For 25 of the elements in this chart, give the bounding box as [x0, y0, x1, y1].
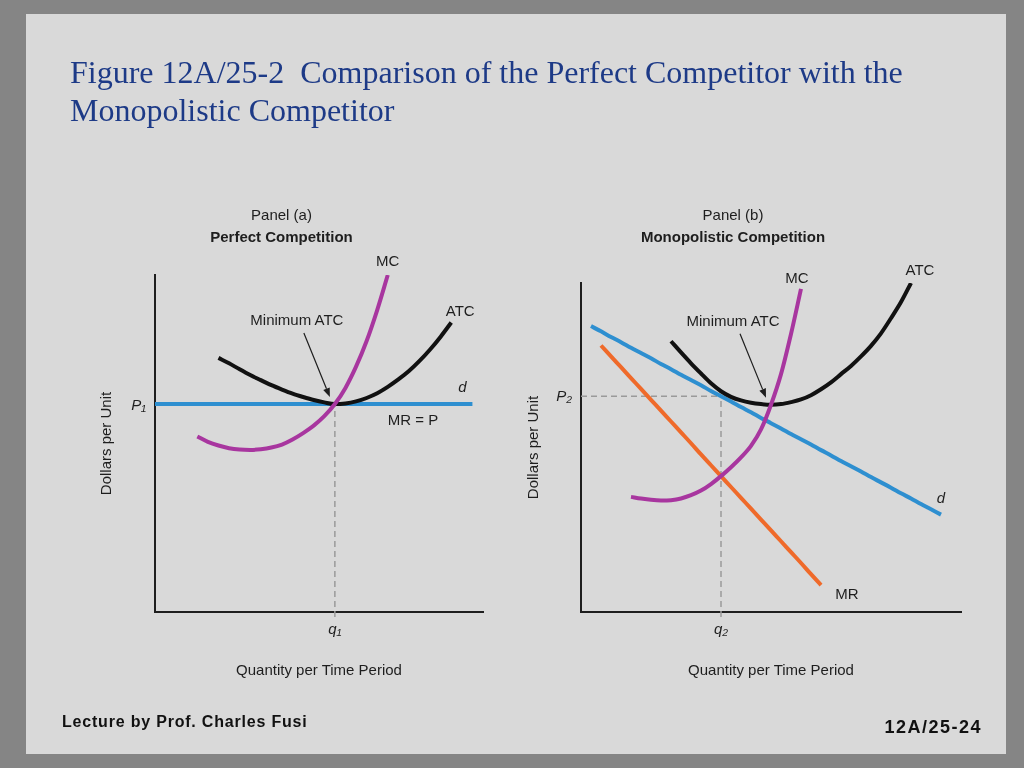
- caption: Figure 12A/25-2 Comparison of the Perfect Competitor with the Monopolistic Competitor: [70, 53, 904, 129]
- series-label: MR: [835, 585, 859, 603]
- series-label: d: [936, 488, 946, 506]
- chart-subtitle: Perfect Competition: [210, 228, 353, 246]
- y-axis-title: Dollars per Unit: [524, 394, 542, 500]
- y-axis-title: Dollars per Unit: [97, 390, 115, 496]
- annotation: Minimum ATC: [686, 311, 780, 329]
- series-label: MC: [376, 252, 400, 270]
- chart-title: Panel (b): [702, 206, 764, 224]
- text: Lecture by Prof. Charles Fusi: [62, 712, 309, 732]
- ref-line-label: P₂: [556, 387, 573, 405]
- series-label: MC: [785, 269, 809, 287]
- annotation: Minimum ATC: [250, 311, 344, 329]
- text: 12A/25-24: [883, 716, 982, 738]
- series-label: ATC: [905, 261, 935, 279]
- series-label: ATC: [445, 301, 475, 319]
- chart-title: Panel (a): [251, 206, 312, 224]
- text: q₂: [713, 620, 729, 638]
- series-label: d: [458, 378, 468, 396]
- chart-subtitle: Monopolistic Competition: [640, 228, 826, 246]
- annotation: MR = P: [387, 411, 439, 429]
- x-axis-title: Quantity per Time Period: [688, 661, 854, 679]
- text: q₁: [328, 620, 342, 638]
- text: P₁: [131, 396, 147, 414]
- x-axis-title: Quantity per Time Period: [236, 661, 402, 679]
